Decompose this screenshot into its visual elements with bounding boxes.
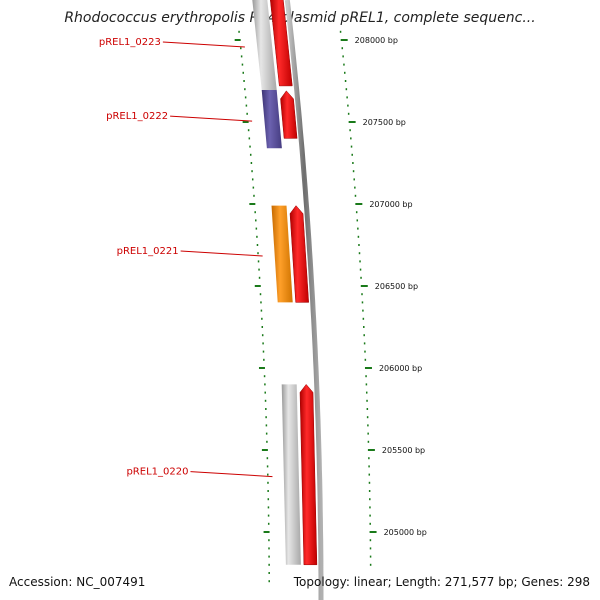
bp-position-label: 205500 bp xyxy=(382,446,425,455)
gene-leader-line xyxy=(190,471,273,478)
gene-label-prel1_0222[interactable]: pREL1_0222 xyxy=(106,111,168,122)
gene-block-prel1_0221[interactable] xyxy=(271,205,293,303)
gene-label-prel1_0221[interactable]: pREL1_0221 xyxy=(117,246,179,257)
topology-summary: Topology: linear; Length: 271,577 bp; Ge… xyxy=(293,575,590,589)
bp-position-label: 205000 bp xyxy=(384,528,427,537)
orf-arrow[interactable] xyxy=(289,205,309,303)
sequence-backbone xyxy=(284,0,324,600)
gene-label-prel1_0220[interactable]: pREL1_0220 xyxy=(126,467,188,478)
bp-position-label: 206500 bp xyxy=(375,282,418,291)
gene-block-prel1_0222[interactable] xyxy=(261,90,282,149)
orf-arrow[interactable] xyxy=(270,0,293,87)
gene-block-prel1_0223[interactable] xyxy=(252,0,277,91)
accession-label: Accession: NC_007491 xyxy=(9,575,146,589)
gene-label-prel1_0223[interactable]: pREL1_0223 xyxy=(99,37,161,48)
bp-position-label: 206000 bp xyxy=(379,364,422,373)
gene-leader-line xyxy=(162,41,245,48)
gene-leader-line xyxy=(170,115,253,122)
bp-position-label: 207000 bp xyxy=(369,200,412,209)
gene-block-prel1_0220[interactable] xyxy=(281,384,301,565)
orf-arrow[interactable] xyxy=(299,384,318,566)
bp-position-label: 207500 bp xyxy=(363,118,406,127)
gene-leader-line xyxy=(180,250,263,257)
orf-arrow[interactable] xyxy=(280,90,298,139)
map-title: Rhodococcus erythropolis PR4 plasmid pRE… xyxy=(64,10,536,26)
bp-position-label: 208000 bp xyxy=(355,36,398,45)
